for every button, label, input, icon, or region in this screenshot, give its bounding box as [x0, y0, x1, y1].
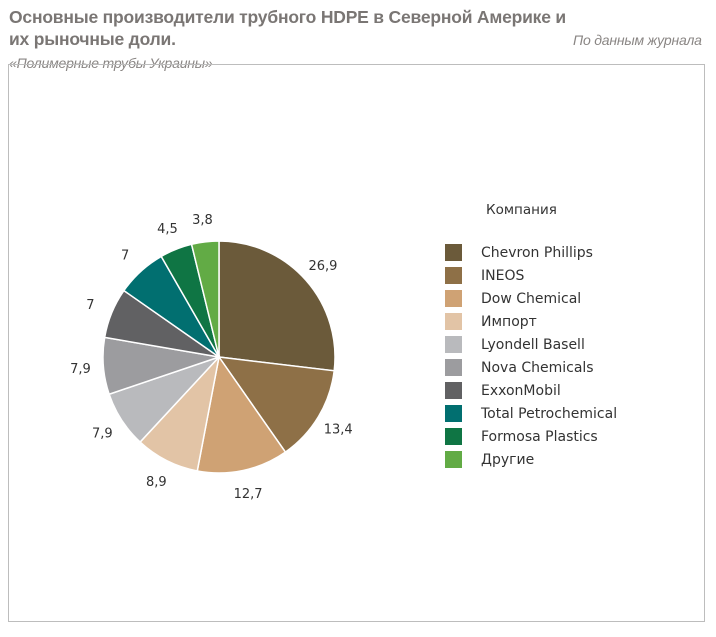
legend-item: Chevron Phillips	[445, 241, 617, 264]
legend-item: INEOS	[445, 264, 617, 287]
legend-item: Nova Chemicals	[445, 356, 617, 379]
chart-title: Основные производители трубного HDPE в С…	[9, 6, 716, 74]
data-label: 4,5	[157, 222, 178, 237]
pie-slice-9	[190, 240, 220, 358]
data-label: 26,9	[308, 259, 337, 274]
data-label: 7	[86, 298, 94, 313]
legend-label: Dow Chemical	[481, 290, 582, 307]
pie-slice-0	[218, 240, 336, 372]
legend-item: Dow Chemical	[445, 287, 617, 310]
data-label: 7,9	[70, 362, 91, 377]
legend-swatch	[445, 451, 462, 468]
pie-slice-1	[217, 356, 336, 454]
legend-item: Total Petrochemical	[445, 402, 617, 425]
legend-item: Formosa Plastics	[445, 425, 617, 448]
legend-swatch	[445, 359, 462, 376]
pie-slice-2	[196, 355, 287, 474]
data-label: 3,8	[192, 213, 213, 228]
legend-label: Другие	[481, 451, 535, 468]
legend-swatch	[445, 290, 462, 307]
title-text: Основные производители трубного HDPE в С…	[9, 7, 566, 49]
legend-label: INEOS	[481, 267, 525, 284]
legend-item: Импорт	[445, 310, 617, 333]
legend-swatch	[445, 267, 462, 284]
chart-frame	[8, 64, 705, 622]
legend-swatch	[445, 382, 462, 399]
legend-item: Другие	[445, 448, 617, 471]
data-label: 12,7	[234, 487, 263, 502]
data-label: 7,9	[92, 427, 113, 442]
legend-swatch	[445, 313, 462, 330]
data-label: 13,4	[324, 423, 353, 438]
legend-title: Компания	[486, 202, 557, 218]
legend-swatch	[445, 244, 462, 261]
data-label: 7	[121, 248, 129, 263]
legend-label: ExxonMobil	[481, 382, 561, 399]
legend-label: Total Petrochemical	[481, 405, 618, 422]
data-label: 8,9	[146, 475, 167, 490]
legend-swatch	[445, 405, 462, 422]
legend-item: Lyondell Basell	[445, 333, 617, 356]
legend-swatch	[445, 428, 462, 445]
legend-label: Formosa Plastics	[481, 428, 598, 445]
legend: Chevron Phillips INEOS Dow Chemical Импорт L…	[445, 241, 617, 471]
legend-swatch	[445, 336, 462, 353]
legend-item: ExxonMobil	[445, 379, 617, 402]
subtitle: По данным журнала «Полимерные трубы Укра…	[9, 32, 702, 71]
legend-label: Chevron Phillips	[481, 244, 593, 261]
legend-label: Nova Chemicals	[481, 359, 594, 376]
legend-label: Импорт	[481, 313, 537, 330]
legend-label: Lyondell Basell	[481, 336, 585, 353]
